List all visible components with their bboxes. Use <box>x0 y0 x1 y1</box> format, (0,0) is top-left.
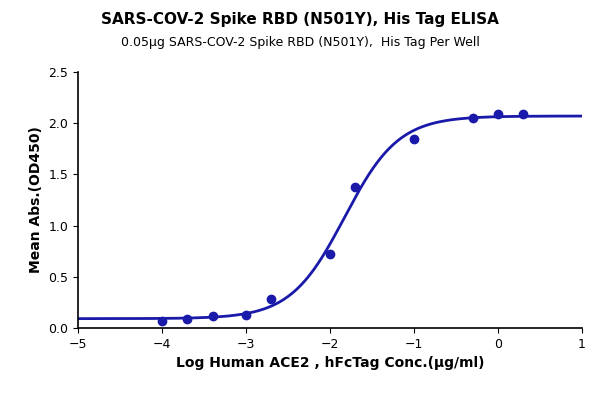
X-axis label: Log Human ACE2 , hFcTag Conc.(μg/ml): Log Human ACE2 , hFcTag Conc.(μg/ml) <box>176 356 484 370</box>
Text: 0.05μg SARS-COV-2 Spike RBD (N501Y),  His Tag Per Well: 0.05μg SARS-COV-2 Spike RBD (N501Y), His… <box>121 36 479 49</box>
Text: SARS-COV-2 Spike RBD (N501Y), His Tag ELISA: SARS-COV-2 Spike RBD (N501Y), His Tag EL… <box>101 12 499 27</box>
Y-axis label: Mean Abs.(OD450): Mean Abs.(OD450) <box>29 126 43 274</box>
